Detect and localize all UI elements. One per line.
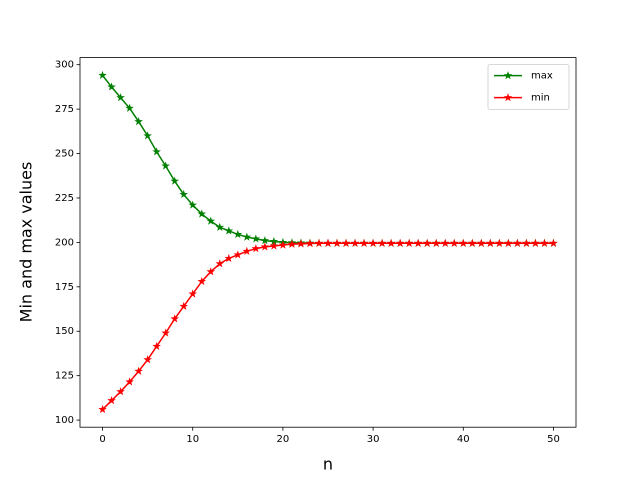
data-point (305, 238, 315, 248)
data-point (215, 222, 225, 231)
data-point (188, 200, 198, 209)
y-tick-label: 275 (55, 104, 74, 115)
y-tick-label: 175 (55, 282, 74, 293)
data-point (242, 232, 252, 241)
legend-label: max (531, 71, 553, 82)
data-point (495, 238, 504, 247)
data-point (477, 238, 486, 247)
data-point (486, 238, 495, 247)
data-point (116, 93, 125, 102)
data-point (143, 355, 152, 364)
data-point (152, 147, 161, 156)
data-point (188, 289, 198, 298)
data-point (341, 238, 351, 247)
data-point (107, 396, 116, 405)
data-point (269, 237, 279, 246)
data-point (468, 238, 477, 247)
data-point (269, 241, 279, 250)
y-tick-label: 200 (55, 237, 74, 248)
data-point (440, 238, 450, 247)
data-point (278, 240, 288, 249)
data-point (377, 238, 387, 247)
data-point (134, 117, 143, 126)
x-tick-label: 0 (99, 434, 105, 445)
data-point (197, 276, 207, 286)
data-point (359, 238, 369, 247)
x-tick-label: 10 (186, 434, 199, 445)
data-point (116, 387, 125, 396)
y-tick-label: 150 (55, 326, 74, 337)
data-point (233, 250, 243, 259)
x-tick-label: 50 (547, 434, 560, 445)
data-point (107, 82, 116, 91)
data-point (368, 238, 378, 247)
x-tick-label: 30 (367, 434, 380, 445)
data-point (152, 341, 161, 350)
data-point (161, 161, 170, 170)
data-point (531, 238, 540, 247)
data-point (314, 238, 324, 247)
data-point (161, 328, 170, 337)
data-point (260, 242, 270, 251)
y-tick-label: 100 (55, 415, 74, 426)
data-point (449, 238, 459, 247)
data-point (296, 239, 306, 248)
data-point (513, 238, 522, 247)
data-point (323, 238, 333, 247)
legend-marker (503, 71, 513, 80)
data-point (179, 189, 188, 199)
x-tick-label: 40 (457, 434, 470, 445)
data-point (458, 238, 468, 247)
data-point (98, 404, 107, 414)
data-point (215, 259, 225, 268)
data-point (242, 246, 252, 255)
data-point (224, 226, 234, 235)
y-tick-label: 125 (55, 371, 74, 382)
y-tick-label: 250 (55, 149, 74, 160)
data-point (143, 131, 152, 140)
data-point (197, 209, 207, 218)
x-axis-label: n (323, 455, 333, 474)
data-point (206, 216, 216, 225)
data-point (431, 238, 441, 247)
data-point (395, 238, 405, 247)
y-axis-label: Min and max values (17, 162, 36, 323)
data-point (125, 377, 134, 386)
data-point (134, 366, 143, 375)
data-point (504, 238, 513, 247)
y-tick-label: 225 (55, 193, 74, 204)
data-point (98, 70, 107, 80)
y-tick-label: 300 (55, 60, 74, 71)
data-point (206, 267, 216, 276)
data-point (125, 103, 134, 112)
data-point (540, 238, 549, 247)
data-point (422, 238, 432, 247)
legend-marker (503, 93, 513, 102)
data-point (251, 244, 261, 253)
data-point (350, 238, 360, 247)
data-point (170, 176, 179, 185)
data-point (287, 239, 297, 248)
data-point (224, 253, 234, 263)
data-point (332, 238, 342, 247)
data-point (260, 236, 270, 245)
legend-box (487, 64, 570, 110)
data-point (522, 238, 531, 247)
data-point (170, 314, 179, 323)
legend-label: min (531, 93, 550, 104)
data-point (413, 238, 423, 247)
data-point (251, 234, 261, 243)
x-tick-label: 20 (277, 434, 290, 445)
data-point (179, 301, 188, 311)
axes-frame (79, 57, 577, 428)
data-point (233, 229, 243, 239)
data-point (404, 238, 414, 247)
data-point (386, 238, 396, 247)
data-point (549, 238, 558, 247)
